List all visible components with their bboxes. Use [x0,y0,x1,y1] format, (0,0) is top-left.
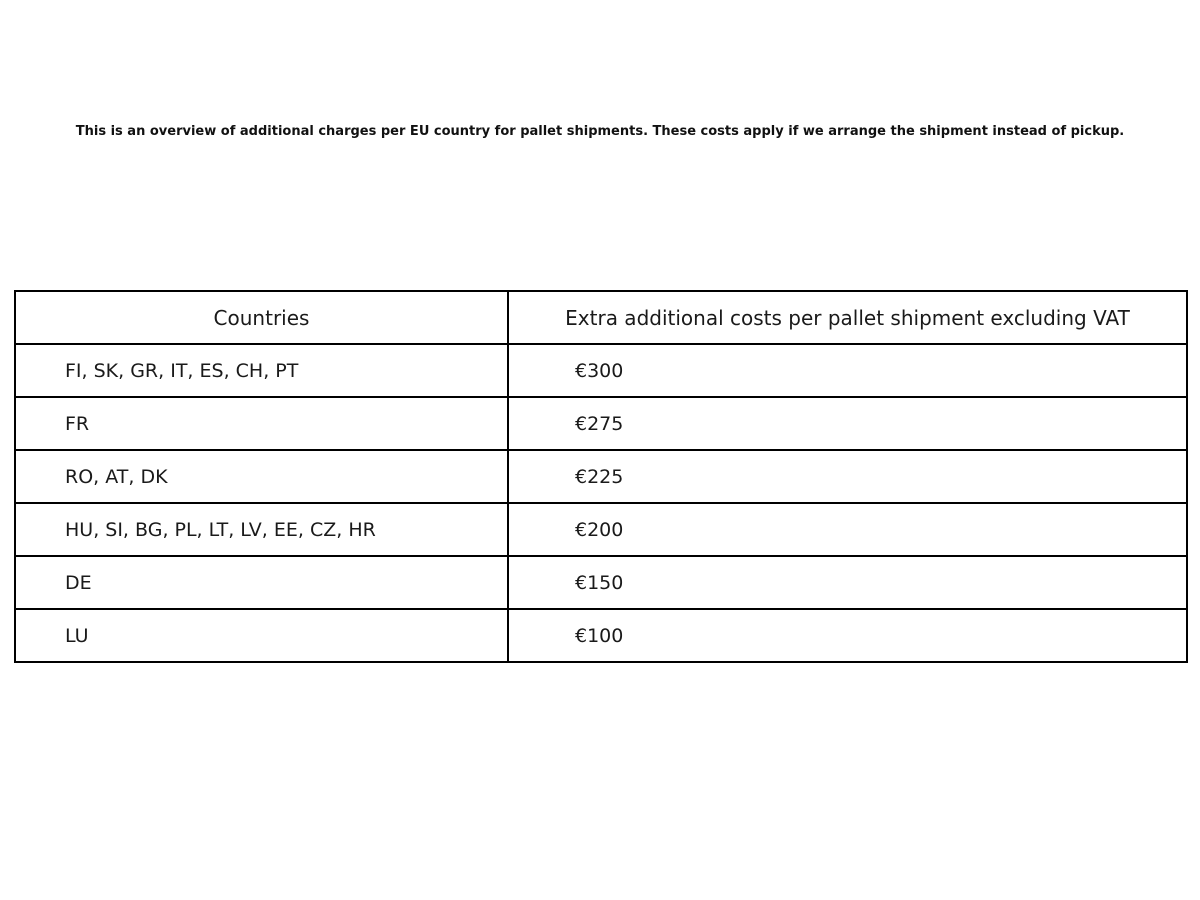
countries-cell: LU [14,608,509,663]
countries-cell: FR [14,396,509,451]
column-header-countries: Countries [14,290,509,345]
table-header-row: Countries Extra additional costs per pal… [14,290,1188,345]
countries-cell: FI, SK, GR, IT, ES, CH, PT [14,343,509,398]
table-row: HU, SI, BG, PL, LT, LV, EE, CZ, HR €200 [14,502,1188,557]
intro-text: This is an overview of additional charge… [75,124,1125,139]
table-row: FI, SK, GR, IT, ES, CH, PT €300 [14,343,1188,398]
charges-table: Countries Extra additional costs per pal… [14,290,1188,663]
countries-cell: HU, SI, BG, PL, LT, LV, EE, CZ, HR [14,502,509,557]
cost-cell: €100 [507,608,1188,663]
cost-cell: €225 [507,449,1188,504]
countries-cell: DE [14,555,509,610]
table-row: RO, AT, DK €225 [14,449,1188,504]
cost-cell: €300 [507,343,1188,398]
cost-cell: €200 [507,502,1188,557]
cost-cell: €150 [507,555,1188,610]
column-header-costs: Extra additional costs per pallet shipme… [507,290,1188,345]
cost-cell: €275 [507,396,1188,451]
countries-cell: RO, AT, DK [14,449,509,504]
table-row: LU €100 [14,608,1188,663]
table-row: FR €275 [14,396,1188,451]
table-row: DE €150 [14,555,1188,610]
